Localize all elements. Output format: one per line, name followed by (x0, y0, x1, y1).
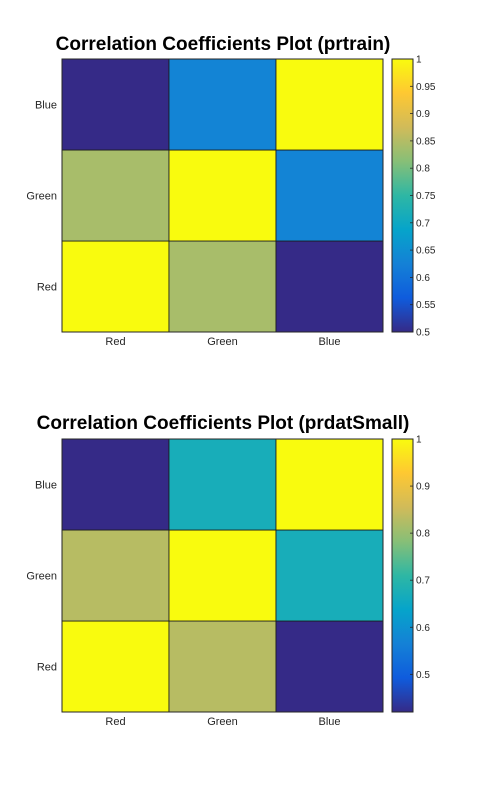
heatmap-cell-green-red (61, 149, 170, 242)
heatmap-chart-1: Correlation Coefficients Plot (prtrain) R… (26, 34, 435, 348)
colorbar-tick-label: 0.75 (416, 191, 436, 202)
heatmap-chart-2: Correlation Coefficients Plot (prdatSmal… (26, 413, 430, 728)
colorbar (391, 58, 414, 333)
colorbar-tick-label: 0.85 (416, 136, 436, 147)
colorbar-tick-label: 0.5 (416, 328, 430, 339)
colorbar-tick-label: 0.65 (416, 246, 436, 257)
heatmap-cell-red-green (168, 620, 277, 713)
heatmap-cell-green-green (168, 529, 277, 622)
y-tick-label: Red (37, 282, 57, 294)
heatmap-cell-red-red (61, 240, 170, 333)
y-tick-label: Green (26, 191, 57, 203)
colorbar-tick-label: 1 (416, 435, 422, 446)
x-tick-label: Red (105, 336, 125, 348)
colorbar-tick-label: 0.7 (416, 576, 430, 587)
colorbar-tick-label: 1 (416, 55, 422, 66)
colorbar (391, 438, 414, 713)
heatmap-cell-blue-red (61, 438, 170, 531)
colorbar-tick-label: 0.9 (416, 482, 430, 493)
heatmap-cell-green-green (168, 149, 277, 242)
heatmap-cell-green-red (61, 529, 170, 622)
heatmap-cell-red-blue (275, 620, 384, 713)
colorbar-tick-label: 0.7 (416, 218, 430, 229)
y-tick-label: Blue (35, 480, 57, 492)
heatmap-cell-blue-blue (275, 438, 384, 531)
heatmap-cell-blue-red (61, 58, 170, 151)
y-tick-label: Green (26, 571, 57, 583)
heatmap-cell-red-red (61, 620, 170, 713)
chart-title: Correlation Coefficients Plot (prdatSmal… (37, 413, 410, 434)
heatmap-cell-green-blue (275, 149, 384, 242)
heatmap-cell-blue-blue (275, 58, 384, 151)
x-tick-label: Blue (318, 716, 340, 728)
colorbar-tick-label: 0.6 (416, 273, 430, 284)
colorbar-tick-label: 0.55 (416, 300, 436, 311)
colorbar-tick-label: 0.5 (416, 670, 430, 681)
colorbar-tick-label: 0.6 (416, 623, 430, 634)
colorbar-tick-label: 0.9 (416, 109, 430, 120)
chart-title: Correlation Coefficients Plot (prtrain) (56, 34, 391, 55)
x-tick-label: Red (105, 716, 125, 728)
x-tick-label: Green (207, 336, 238, 348)
y-tick-label: Red (37, 662, 57, 674)
heatmap-cell-red-blue (275, 240, 384, 333)
y-tick-label: Blue (35, 100, 57, 112)
heatmap-cell-blue-green (168, 438, 277, 531)
axes-frame (61, 438, 384, 713)
x-tick-label: Green (207, 716, 238, 728)
axes-frame (61, 58, 384, 333)
colorbar-tick-label: 0.8 (416, 164, 430, 175)
colorbar-tick-label: 0.8 (416, 529, 430, 540)
x-tick-label: Blue (318, 336, 340, 348)
heatmap-cell-blue-green (168, 58, 277, 151)
heatmap-cell-red-green (168, 240, 277, 333)
colorbar-tick-label: 0.95 (416, 82, 436, 93)
heatmap-cell-green-blue (275, 529, 384, 622)
